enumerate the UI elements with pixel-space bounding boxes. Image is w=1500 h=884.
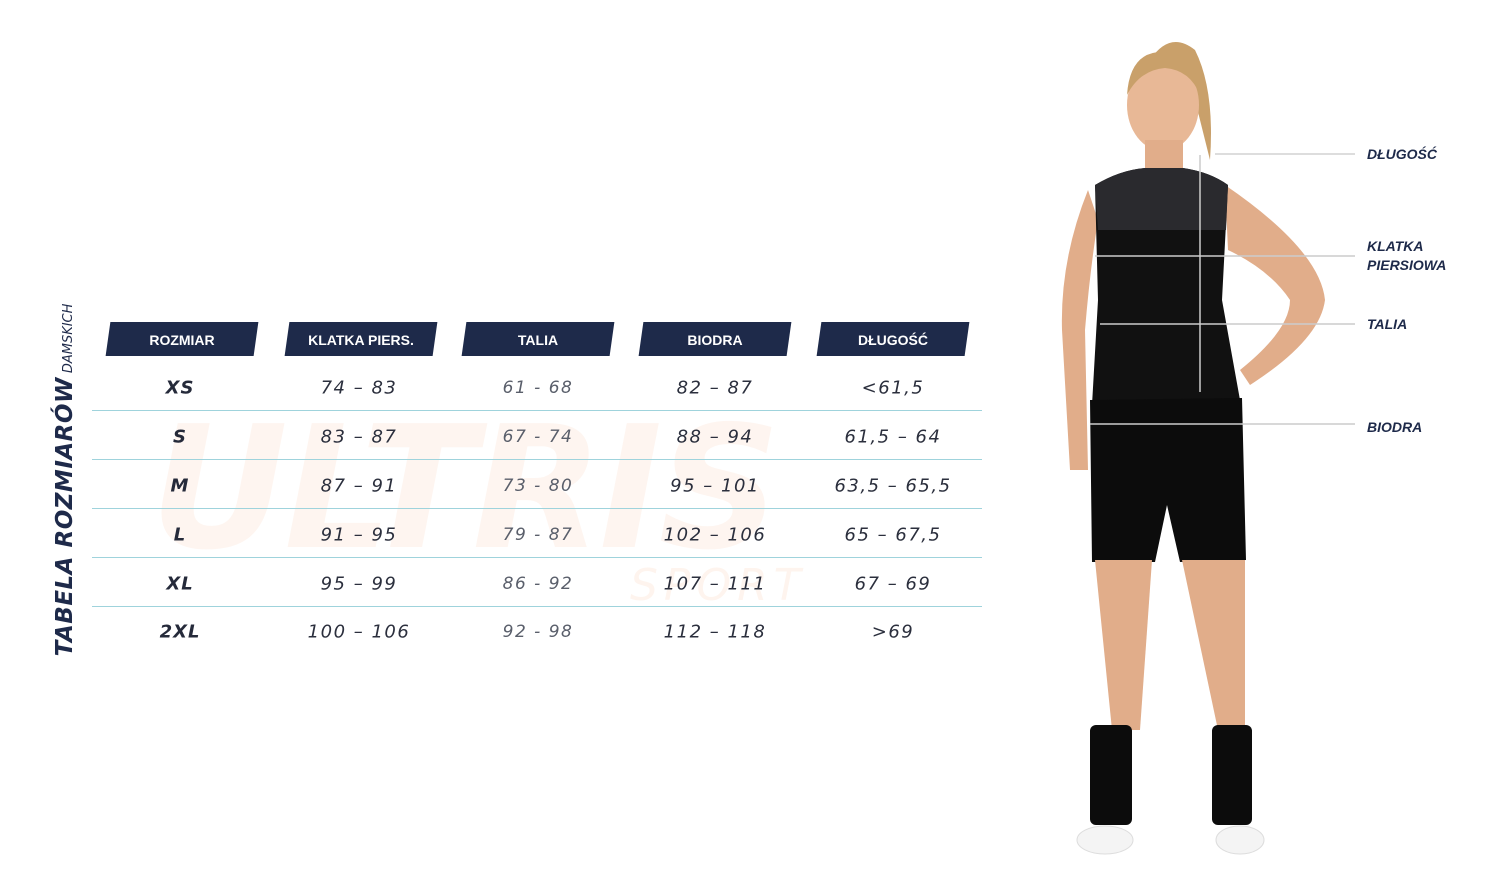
size-cell: XS — [165, 377, 195, 399]
table-cell: 107 – 111 — [663, 573, 767, 595]
table-cell: 87 – 91 — [320, 475, 398, 497]
table-cell: 92 - 98 — [502, 622, 574, 642]
column-header-label: BIODRA — [687, 332, 743, 348]
table-cell: <61,5 — [861, 377, 925, 399]
table-cell: 100 – 106 — [307, 621, 411, 643]
table-cell: 88 – 94 — [676, 426, 754, 448]
label-hips: BIODRA — [1367, 419, 1423, 435]
table-cell: 67 - 74 — [502, 427, 574, 447]
column-header-label: TALIA — [517, 332, 559, 348]
column-header: TALIA — [461, 322, 615, 356]
table-cell: 112 – 118 — [663, 621, 767, 643]
label-length: DŁUGOŚĆ — [1367, 146, 1437, 162]
table-cell: 65 – 67,5 — [844, 524, 942, 546]
size-cell: 2XL — [159, 621, 201, 643]
table-cell: 74 – 83 — [320, 377, 398, 399]
table-cell: 61 - 68 — [502, 378, 574, 398]
table-cell: 95 – 99 — [320, 573, 398, 595]
watermark-logo: ULTRIS — [150, 390, 781, 588]
table-cell: 91 – 95 — [320, 524, 398, 546]
table-cell: >69 — [871, 621, 915, 643]
column-header: ROZMIAR — [105, 322, 259, 356]
table-cell: 67 – 69 — [854, 573, 932, 595]
size-cell: S — [173, 426, 187, 448]
row-divider — [92, 410, 982, 411]
row-divider — [92, 557, 982, 558]
table-cell: 79 - 87 — [502, 525, 574, 545]
row-divider — [92, 459, 982, 460]
column-header: BIODRA — [638, 322, 792, 356]
row-divider — [92, 508, 982, 509]
table-cell: 73 - 80 — [502, 476, 574, 496]
table-cell: 95 – 101 — [670, 475, 760, 497]
table-cell: 61,5 – 64 — [844, 426, 942, 448]
row-divider — [92, 606, 982, 607]
measurement-lines — [1090, 153, 1355, 425]
table-cell: 63,5 – 65,5 — [834, 475, 952, 497]
size-cell: M — [170, 475, 190, 497]
table-cell: 82 – 87 — [676, 377, 754, 399]
column-header: DŁUGOŚĆ — [816, 322, 970, 356]
label-chest-1: KLATKA — [1367, 238, 1424, 254]
column-header-label: ROZMIAR — [149, 332, 215, 348]
table-cell: 83 – 87 — [320, 426, 398, 448]
size-cell: L — [173, 524, 187, 546]
column-header-label: DŁUGOŚĆ — [858, 332, 928, 348]
label-waist: TALIA — [1367, 316, 1408, 332]
label-chest-2: PIERSIOWA — [1367, 257, 1447, 273]
table-cell: 102 – 106 — [663, 524, 767, 546]
size-cell: XL — [166, 573, 194, 595]
label-chest: KLATKA PIERSIOWA — [1367, 237, 1446, 275]
column-header-label: KLATKA PIERS. — [308, 332, 414, 348]
watermark-logo-sub: SPORT — [630, 560, 807, 611]
column-header: KLATKA PIERS. — [284, 322, 438, 356]
table-cell: 86 - 92 — [502, 574, 574, 594]
